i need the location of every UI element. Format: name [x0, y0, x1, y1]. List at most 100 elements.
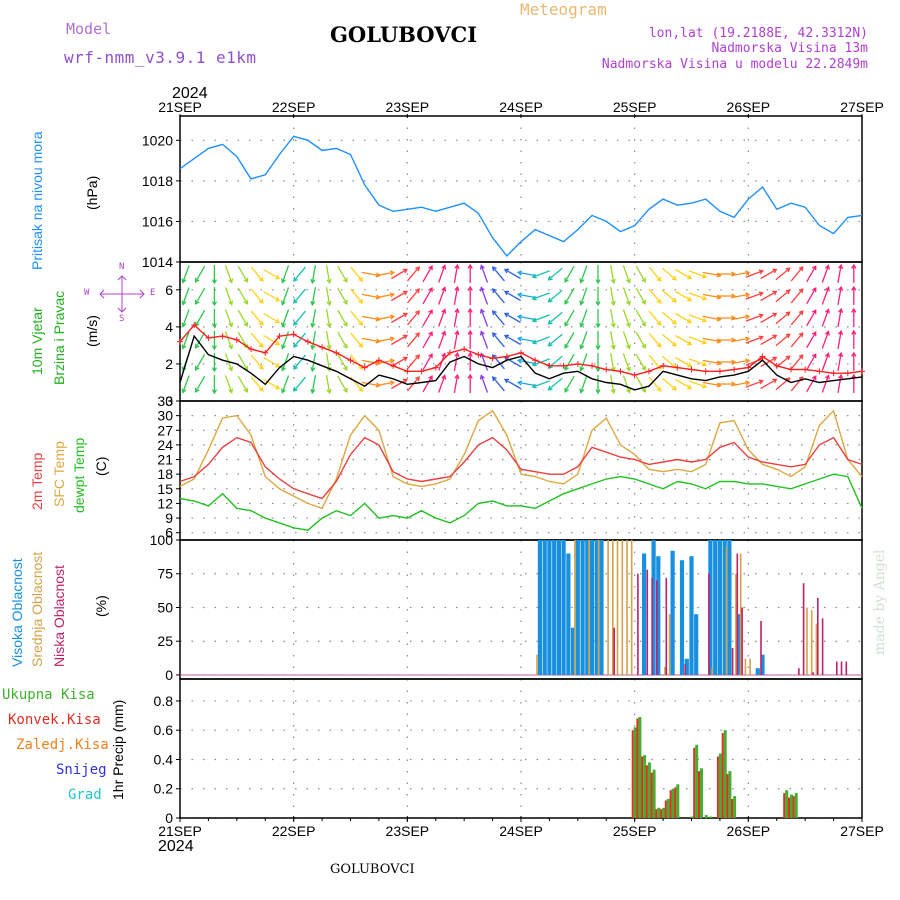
date-label-bottom: 26SEP: [727, 823, 771, 839]
wind-arrow-head: [326, 388, 332, 395]
date-label-bottom: 21SEP: [158, 823, 202, 839]
wind-arrow: [422, 287, 433, 305]
date-label-top: 27SEP: [840, 99, 884, 115]
wind-arrow: [564, 309, 575, 327]
y-tick-label: 6: [165, 525, 173, 541]
wind-arrow-head: [811, 331, 817, 337]
wind-arrow-head: [454, 307, 460, 314]
wind-arrow: [688, 314, 707, 322]
wind-arrow-head: [579, 344, 585, 350]
wind-arrow: [422, 265, 433, 283]
wind-arrow-head: [772, 334, 778, 340]
wind-arrow-head: [701, 273, 708, 279]
wind-arrow-head: [243, 321, 249, 327]
wind-arrow: [350, 332, 363, 348]
wind-arrow-head: [641, 343, 646, 349]
wind-arrow: [806, 353, 817, 371]
cloud-bar-srednja: [725, 546, 728, 675]
precip-bar-conv: [721, 733, 724, 818]
wind-arrow-head: [441, 308, 447, 314]
wind-arrow: [281, 287, 290, 305]
cloud-bar-niska: [708, 573, 710, 675]
wind-arrow-head: [758, 291, 764, 297]
wind-arrow-head: [595, 279, 601, 285]
wind-arrow: [325, 308, 331, 328]
precip-bar-total: [723, 730, 727, 818]
wind-arrow-head: [293, 298, 298, 304]
wind-arrow: [702, 315, 721, 321]
cloud-bar-niska: [821, 618, 824, 675]
wind-arrow-head: [181, 366, 187, 372]
wind-arrow-head: [656, 298, 662, 304]
wind-arrow: [675, 312, 692, 324]
wind-arrow-head: [428, 287, 433, 293]
wind-arrow-head: [326, 278, 332, 285]
wind-arrow-head: [579, 300, 585, 306]
wind-arrow-head: [441, 286, 447, 292]
wind-arrow-head: [824, 286, 830, 292]
cloud-bar-visoka: [599, 540, 604, 675]
cloud-bar-visoka: [566, 553, 571, 675]
wind-arrow: [337, 309, 348, 327]
wind-arrow-head: [479, 264, 485, 270]
wind-arrow-head: [503, 268, 510, 274]
wind-arrow: [422, 331, 433, 349]
wind-arrow-head: [824, 374, 830, 380]
wind-arrow-head: [579, 388, 585, 394]
wind-arrow: [806, 309, 817, 327]
wind-arrow-head: [228, 278, 234, 284]
wind-arrow-head: [428, 331, 433, 337]
wind-arrow: [702, 381, 721, 387]
wind-arrow-head: [479, 352, 485, 358]
precip-bar-conv: [641, 756, 644, 818]
cloud-bar-niska: [840, 661, 843, 675]
wind-arrow-head: [479, 286, 485, 292]
y-tick-label: 25: [157, 633, 173, 649]
wind-arrow: [438, 375, 446, 393]
wind-arrow-head: [838, 307, 844, 314]
precip-total-label: Ukupna Kisa: [2, 687, 95, 703]
wind-arrow-head: [547, 275, 553, 281]
cloud-bar-srednja: [626, 540, 628, 675]
wind-arrow-head: [280, 300, 286, 306]
cloud-bar-niska: [637, 573, 639, 675]
temp-2m-line: [179, 436, 863, 500]
wind-arrow: [422, 309, 433, 327]
wind-arrow: [250, 288, 264, 304]
wind-arrow-head: [595, 345, 601, 351]
y-tick-label: 27: [157, 422, 173, 438]
wind-arrow: [760, 334, 777, 346]
wind-arrow-head: [798, 266, 804, 272]
wind-arrow-head: [228, 388, 234, 394]
wind-arrow: [453, 352, 459, 372]
wind-arrow: [635, 331, 646, 349]
precip-bar-conv: [716, 756, 719, 818]
wind-arrow-head: [181, 278, 187, 284]
cloud-bar-srednja: [616, 540, 619, 675]
wind-arrow-head: [531, 317, 537, 323]
wind-arrow-head: [181, 322, 187, 328]
wind-arrow-head: [194, 277, 200, 283]
wind-arrow: [281, 265, 290, 283]
wind-arrow-head: [211, 279, 218, 285]
wind-arrow: [837, 308, 842, 328]
precip-bar-conv: [693, 747, 696, 818]
cloud-bar-niska: [684, 664, 686, 675]
wind-arrow-head: [467, 263, 473, 269]
wind-arrow: [775, 311, 791, 325]
wind-arrow: [564, 331, 575, 349]
wind-arrow-head: [531, 339, 537, 345]
wind-arrow-head: [656, 320, 662, 326]
wind-arrow-head: [641, 365, 646, 371]
wind-arrow-head: [656, 342, 662, 348]
y-tick-label: 0.2: [154, 781, 174, 797]
wind-arrow: [407, 354, 420, 370]
precip-bar-total: [794, 793, 798, 818]
wind-arrow-head: [531, 295, 537, 301]
wind-arrow-head: [564, 387, 569, 393]
cloud-bar-niska: [651, 577, 653, 675]
wind-arrow: [250, 310, 264, 326]
wind-arrow: [263, 312, 280, 324]
wind-arrow-head: [491, 376, 497, 382]
wind-arrow-head: [389, 314, 396, 320]
